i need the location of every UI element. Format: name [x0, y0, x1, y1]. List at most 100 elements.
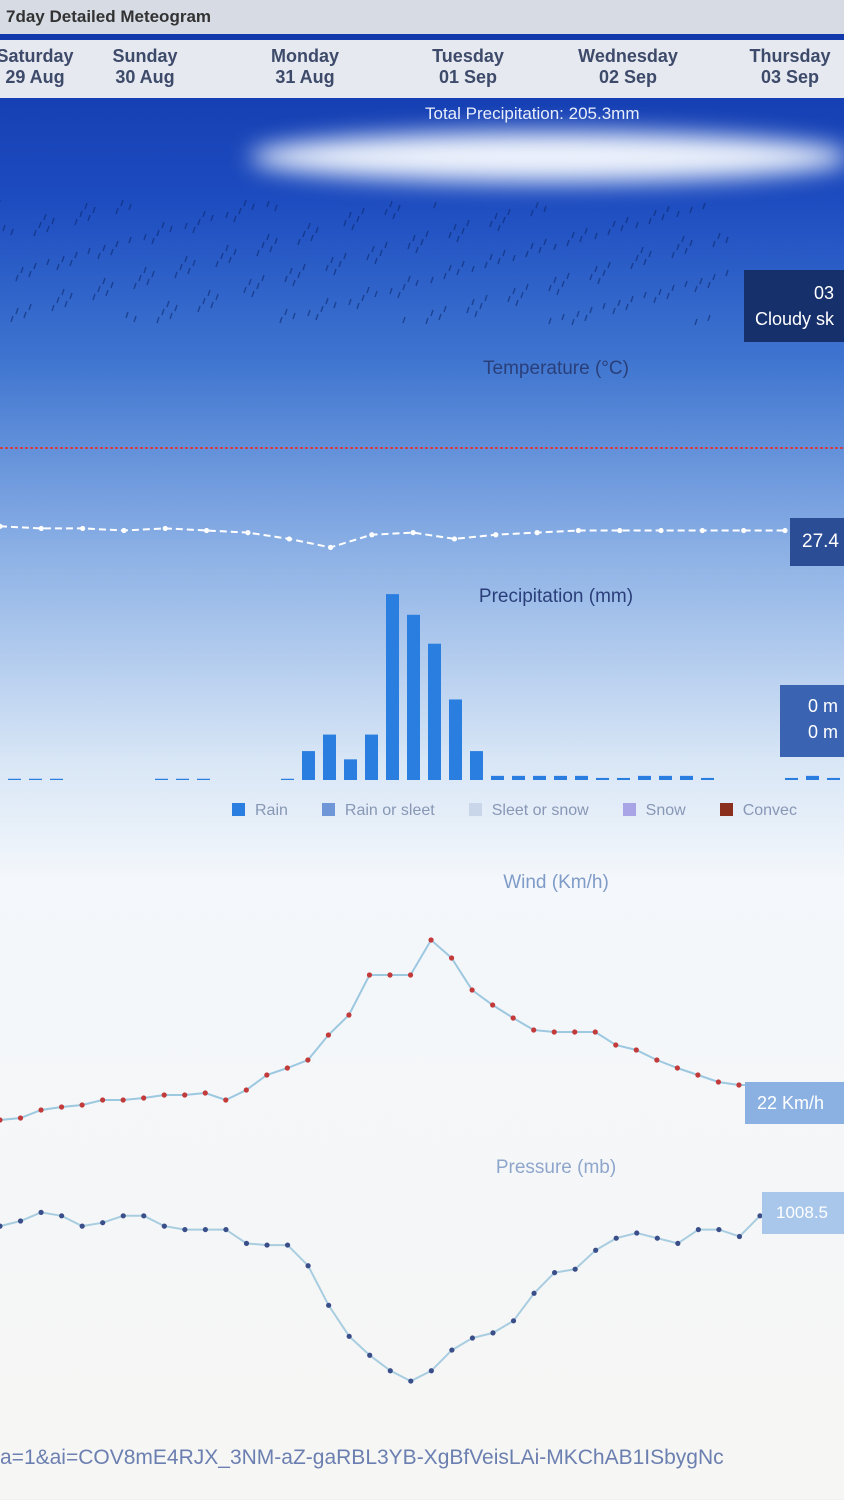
- bar: [680, 775, 693, 780]
- rain-streak: [438, 313, 442, 321]
- point: [613, 1042, 619, 1048]
- rain-streak: [79, 210, 83, 218]
- bar: [533, 775, 546, 780]
- rain-streak: [169, 225, 173, 233]
- bar: [638, 775, 651, 780]
- point: [613, 1235, 619, 1241]
- rain-streak: [607, 228, 611, 236]
- point: [387, 1368, 393, 1374]
- rain-streak: [274, 204, 278, 212]
- legend-label: Rain: [255, 802, 288, 819]
- rain-streak: [725, 236, 729, 244]
- rain-streak: [269, 245, 273, 253]
- point: [715, 1079, 722, 1085]
- temperature-title: Temperature (°C): [483, 358, 629, 379]
- point: [100, 1220, 106, 1226]
- point: [675, 1240, 681, 1246]
- rain-streak: [56, 296, 60, 304]
- rain-streak: [640, 246, 644, 254]
- series-line: [0, 938, 780, 1121]
- bar: [323, 734, 336, 780]
- rain-streak: [489, 253, 493, 261]
- legend: Rain Rain or sleet Sleet or snow Snow Convec: [232, 802, 831, 820]
- rain-streak: [261, 274, 265, 282]
- rain-streak: [653, 209, 657, 217]
- point: [38, 1107, 44, 1113]
- rain-streak: [653, 296, 657, 304]
- rain-streak: [133, 315, 137, 323]
- rain-streak: [110, 248, 114, 256]
- point: [510, 1318, 517, 1324]
- legend-label: Rain or sleet: [344, 802, 435, 819]
- rain-streak: [579, 235, 583, 243]
- point: [161, 1223, 167, 1229]
- rain-streak: [389, 287, 393, 295]
- rain-streak: [479, 302, 483, 310]
- day-name: Tuesday: [432, 46, 504, 66]
- rain-streak: [543, 238, 547, 246]
- rain-streak: [169, 312, 173, 320]
- point: [658, 527, 664, 534]
- rain-streak: [681, 235, 685, 243]
- rain-streak: [707, 281, 711, 289]
- point: [448, 955, 455, 961]
- precip-box: 0 m 0 m: [780, 685, 844, 757]
- point: [387, 972, 393, 978]
- rain-streak: [238, 207, 242, 215]
- rain-streak: [143, 266, 147, 274]
- day-row: Saturday 29 Aug Sunday 30 Aug Monday 31 Aug Tu…: [0, 40, 844, 98]
- point: [592, 1029, 598, 1035]
- point: [449, 1347, 455, 1353]
- rain-streak: [589, 306, 593, 314]
- rain-streak: [371, 245, 375, 253]
- rain-streak: [497, 224, 501, 232]
- legend-swatch: [232, 803, 245, 816]
- point: [202, 1226, 209, 1233]
- rain-streak: [356, 302, 360, 310]
- bar: [806, 775, 819, 780]
- rain-streak: [448, 264, 452, 272]
- legend-item: Sleet or snow: [468, 802, 589, 820]
- rain-streak: [430, 309, 434, 317]
- rain-streak: [658, 288, 662, 296]
- precip-box-line: 0 m: [808, 696, 839, 716]
- rain-streak: [530, 209, 534, 217]
- rain-streak: [166, 300, 170, 308]
- rain-streak: [46, 225, 50, 233]
- rain-streak: [28, 303, 32, 311]
- rain-streak: [356, 215, 360, 223]
- point: [695, 1072, 701, 1078]
- rain-streak: [343, 219, 347, 227]
- rain-streak: [571, 318, 575, 326]
- point: [451, 536, 458, 542]
- rain-streak: [502, 249, 506, 257]
- day: Tuesday 01 Sep: [432, 46, 504, 88]
- rain-streak: [110, 281, 114, 289]
- point: [223, 1097, 229, 1103]
- rain-streak: [443, 272, 447, 280]
- rain-streak: [443, 305, 447, 313]
- point: [428, 937, 434, 943]
- rain-streak: [33, 229, 37, 237]
- point: [510, 1015, 516, 1021]
- rain-streak: [87, 247, 91, 255]
- day: Sunday 30 Aug: [112, 46, 177, 88]
- pressure-title: Pressure (mb): [495, 1157, 617, 1178]
- rain-streak: [248, 278, 252, 286]
- rain-streak: [215, 260, 219, 268]
- rain-streak: [69, 292, 73, 300]
- bar: [344, 759, 357, 780]
- wind-label: 22 Km/h: [745, 1082, 844, 1124]
- bar: [449, 699, 462, 780]
- day-name: Monday: [270, 46, 340, 66]
- legend-label: Snow: [645, 802, 686, 819]
- rain-streak: [379, 249, 383, 257]
- bar: [575, 775, 588, 780]
- rain-streak: [302, 263, 306, 271]
- rain-streak: [10, 315, 14, 323]
- rain-streak: [23, 311, 27, 319]
- rain-streak: [51, 304, 55, 312]
- rain-streak: [448, 231, 452, 239]
- rain-streak: [20, 266, 24, 274]
- point: [531, 1027, 537, 1033]
